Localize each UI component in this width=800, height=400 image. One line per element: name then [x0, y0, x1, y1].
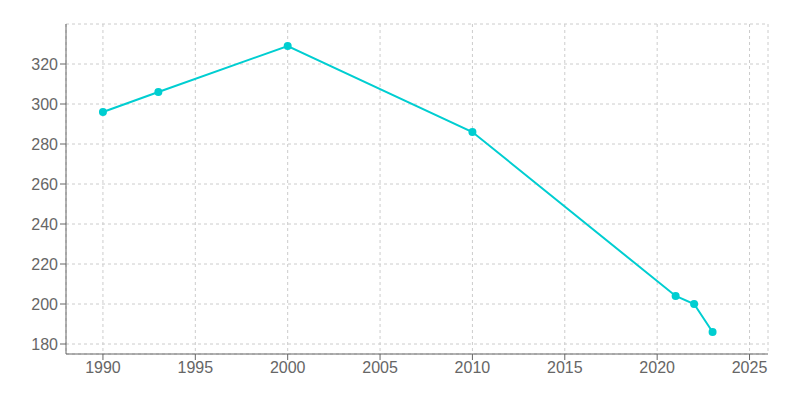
svg-text:2020: 2020 — [639, 359, 675, 376]
svg-text:260: 260 — [31, 176, 58, 193]
svg-text:2000: 2000 — [270, 359, 306, 376]
svg-text:2025: 2025 — [732, 359, 768, 376]
svg-text:280: 280 — [31, 136, 58, 153]
svg-text:240: 240 — [31, 216, 58, 233]
svg-text:300: 300 — [31, 96, 58, 113]
svg-text:220: 220 — [31, 256, 58, 273]
svg-text:200: 200 — [31, 296, 58, 313]
svg-text:180: 180 — [31, 336, 58, 353]
svg-text:320: 320 — [31, 56, 58, 73]
svg-text:1990: 1990 — [85, 359, 121, 376]
svg-text:2010: 2010 — [455, 359, 491, 376]
svg-text:2015: 2015 — [547, 359, 583, 376]
svg-text:1995: 1995 — [178, 359, 214, 376]
svg-text:2005: 2005 — [362, 359, 398, 376]
